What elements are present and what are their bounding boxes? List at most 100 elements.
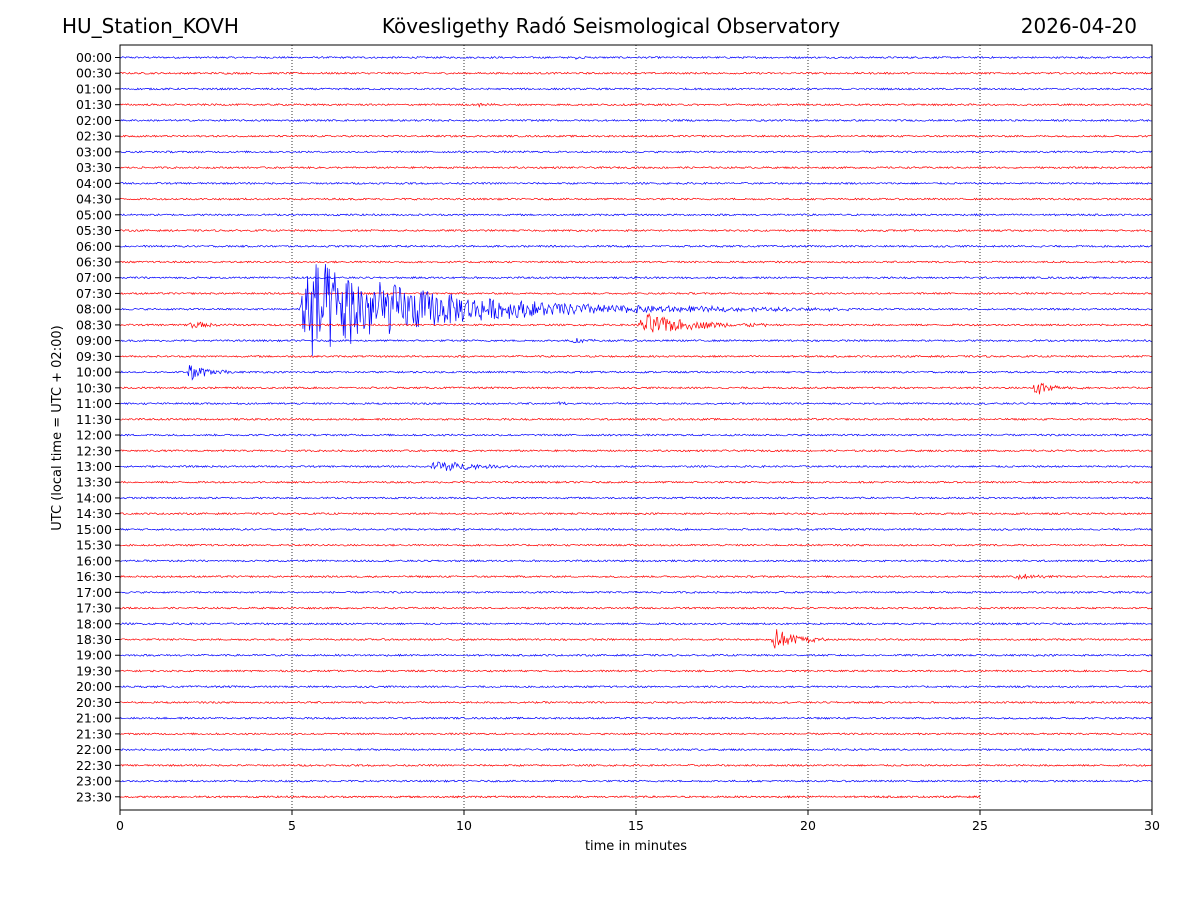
- y-tick-label: 06:00: [76, 239, 112, 254]
- trace-06-00: [119, 244, 1153, 248]
- y-tick-label: 22:00: [76, 742, 112, 757]
- y-tick-label: 02:00: [76, 113, 112, 128]
- y-tick-label: 21:30: [76, 726, 112, 741]
- trace-00-30: [119, 71, 1153, 75]
- trace-15-00: [119, 527, 1153, 532]
- y-tick-label: 20:00: [76, 679, 112, 694]
- trace-11-30: [119, 417, 1153, 421]
- y-tick-label: 01:30: [76, 97, 112, 112]
- y-tick-label: 09:30: [76, 349, 112, 364]
- trace-01-00: [119, 87, 1153, 91]
- trace-07-30: [119, 291, 1153, 296]
- x-axis-ticks: 0 5 10 15 20 25 30: [116, 810, 1160, 833]
- trace-19-00: [119, 653, 1153, 657]
- trace-20-00: [119, 685, 1153, 689]
- trace-22-00: [119, 747, 1153, 752]
- y-tick-label: 08:00: [76, 302, 112, 317]
- y-tick-label: 06:30: [76, 254, 112, 269]
- trace-18-30: [119, 629, 1153, 649]
- y-tick-label: 10:00: [76, 365, 112, 380]
- y-tick-label: 15:00: [76, 522, 112, 537]
- seismic-traces: [119, 55, 1153, 799]
- y-tick-label: 14:00: [76, 490, 112, 505]
- y-tick-label: 11:30: [76, 412, 112, 427]
- trace-21-30: [119, 732, 1153, 736]
- y-tick-label: 21:00: [76, 711, 112, 726]
- trace-03-00: [119, 150, 1153, 154]
- trace-22-30: [120, 763, 1153, 767]
- trace-19-30: [119, 669, 1153, 673]
- trace-13-00: [120, 461, 1153, 472]
- x-axis-label: time in minutes: [585, 839, 687, 854]
- trace-01-30: [119, 102, 1153, 108]
- trace-09-00: [119, 338, 1152, 344]
- y-tick-label: 05:00: [76, 207, 112, 222]
- y-tick-label: 13:00: [76, 459, 112, 474]
- chart-date: 2026-04-20: [1020, 14, 1137, 38]
- trace-02-00: [119, 118, 1153, 123]
- y-axis-ticks: 00:0000:3001:0001:3002:0002:3003:0003:30…: [76, 50, 120, 804]
- y-tick-label: 17:30: [76, 601, 112, 616]
- y-tick-label: 13:30: [76, 475, 112, 490]
- y-tick-label: 14:30: [76, 506, 112, 521]
- y-tick-label: 23:30: [76, 789, 112, 804]
- y-tick-label: 18:30: [76, 632, 112, 647]
- trace-21-00: [119, 716, 1153, 720]
- trace-04-00: [119, 181, 1153, 185]
- trace-23-30: [119, 795, 981, 799]
- trace-14-00: [119, 496, 1153, 500]
- y-tick-label: 20:30: [76, 695, 112, 710]
- y-tick-label: 03:30: [76, 160, 112, 175]
- trace-23-00: [119, 779, 1153, 783]
- y-tick-label: 23:00: [76, 774, 112, 789]
- y-tick-label: 18:00: [76, 616, 112, 631]
- y-tick-label: 00:30: [76, 66, 112, 81]
- trace-12-30: [119, 449, 1153, 453]
- x-tick-label: 25: [972, 818, 988, 833]
- trace-07-00: [119, 276, 1153, 280]
- y-tick-label: 12:00: [76, 428, 112, 443]
- y-tick-label: 04:00: [76, 176, 112, 191]
- trace-16-30: [119, 573, 1153, 581]
- trace-18-00: [119, 622, 1153, 626]
- y-tick-label: 12:30: [76, 443, 112, 458]
- y-tick-label: 02:30: [76, 129, 112, 144]
- station-name: HU_Station_KOVH: [62, 14, 239, 38]
- x-tick-label: 0: [116, 818, 124, 833]
- trace-06-30: [119, 260, 1153, 264]
- trace-11-00: [119, 401, 1153, 406]
- trace-10-00: [119, 365, 1153, 381]
- trace-00-00: [119, 55, 1153, 60]
- y-tick-label: 19:30: [76, 663, 112, 678]
- trace-16-00: [119, 559, 1153, 563]
- y-tick-label: 03:00: [76, 144, 112, 159]
- trace-17-00: [119, 590, 1153, 594]
- x-tick-label: 30: [1144, 818, 1160, 833]
- trace-12-00: [119, 433, 1153, 437]
- y-tick-label: 05:30: [76, 223, 112, 238]
- y-tick-label: 09:00: [76, 333, 112, 348]
- chart-title: Kövesligethy Radó Seismological Observat…: [381, 14, 841, 38]
- trace-14-30: [119, 512, 1153, 516]
- grid-lines: [291, 45, 981, 810]
- y-tick-label: 16:00: [76, 553, 112, 568]
- x-tick-label: 15: [628, 818, 644, 833]
- x-tick-label: 20: [800, 818, 816, 833]
- y-tick-label: 07:00: [76, 270, 112, 285]
- trace-08-00: [119, 263, 1153, 356]
- y-tick-label: 07:30: [76, 286, 112, 301]
- trace-09-30: [119, 354, 1153, 358]
- trace-05-30: [119, 228, 1153, 233]
- y-tick-label: 00:00: [76, 50, 112, 65]
- trace-10-30: [119, 382, 1153, 395]
- y-tick-label: 04:30: [76, 192, 112, 207]
- trace-15-30: [119, 543, 1153, 547]
- y-tick-label: 16:30: [76, 569, 112, 584]
- y-tick-label: 11:00: [76, 396, 112, 411]
- trace-02-30: [119, 134, 1153, 138]
- y-tick-label: 15:30: [76, 538, 112, 553]
- y-tick-label: 10:30: [76, 380, 112, 395]
- trace-20-30: [119, 700, 1153, 705]
- x-tick-label: 10: [456, 818, 472, 833]
